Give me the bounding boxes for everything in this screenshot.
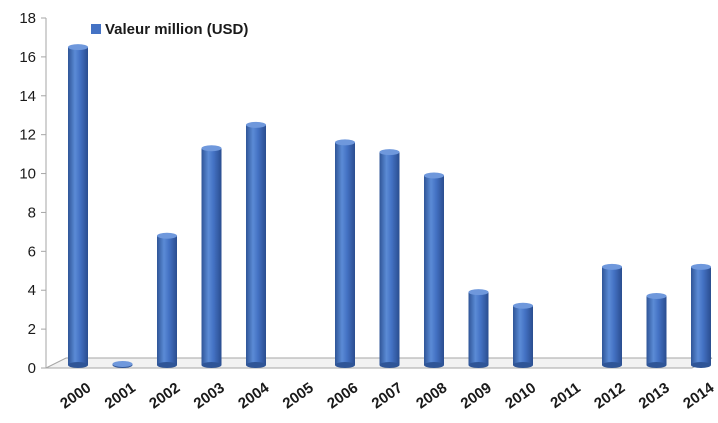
y-tick-label: 12	[19, 127, 36, 144]
bar-body	[691, 266, 711, 365]
x-tick-label: 2006	[324, 379, 361, 412]
bar-top	[646, 293, 667, 299]
bar-top	[201, 145, 222, 152]
bar-top	[157, 232, 177, 239]
x-tick-label: 2014	[680, 379, 718, 412]
bar-base	[157, 362, 177, 368]
x-tick-label: 2003	[191, 379, 228, 412]
bar-top	[112, 361, 133, 367]
legend: Valeur million (USD)	[91, 21, 248, 38]
bar	[201, 145, 222, 368]
bar	[468, 289, 489, 368]
bar-base	[335, 362, 355, 368]
x-tick-label: 2001	[102, 379, 139, 412]
bar	[157, 232, 177, 368]
y-tick-label: 18	[19, 10, 36, 27]
bar-body	[157, 235, 177, 365]
bar	[379, 149, 400, 368]
bar-base	[379, 362, 400, 368]
bar-body	[68, 47, 88, 365]
bar-base	[468, 362, 489, 368]
x-tick-label: 2008	[413, 379, 450, 412]
bar-top	[602, 263, 622, 270]
bar-base	[602, 362, 622, 368]
x-tick-label: 2010	[502, 379, 539, 412]
bar-base	[68, 362, 88, 368]
bar-base	[424, 362, 444, 368]
bar-top	[246, 121, 266, 128]
y-tick-label: 2	[28, 321, 36, 338]
bar-body	[424, 175, 444, 365]
y-tick-label: 14	[19, 88, 36, 105]
y-axis-ticks: 0 2 4 6 8 10 12 14 16 18	[19, 10, 46, 377]
bar-top	[335, 139, 355, 146]
y-tick-label: 6	[28, 243, 36, 260]
y-tick-label: 0	[28, 360, 36, 377]
bar	[646, 293, 667, 368]
y-tick-label: 16	[19, 49, 36, 66]
bar-body	[513, 305, 533, 365]
bar-top	[691, 263, 711, 270]
bar-base	[646, 362, 667, 368]
x-tick-label: 2012	[591, 379, 628, 412]
bar-body	[201, 148, 222, 365]
bar-base	[201, 362, 222, 368]
y-tick-label: 8	[28, 204, 36, 221]
bar	[112, 361, 133, 368]
bar-top	[379, 149, 400, 156]
x-tick-label: 2009	[458, 379, 495, 412]
x-tick-label: 2000	[57, 379, 94, 412]
bar-top	[68, 44, 88, 51]
bar-base	[691, 362, 711, 368]
bar	[602, 263, 622, 368]
bar-body	[646, 296, 667, 365]
bar	[246, 121, 266, 368]
x-tick-label: 2011	[547, 379, 583, 412]
x-axis-ticks: 2000 2001 2002 2003 2004 2005 2006 2007 2008 2009…	[57, 379, 718, 412]
bar	[691, 263, 711, 368]
bars	[68, 44, 711, 368]
legend-label: Valeur million (USD)	[105, 21, 248, 38]
bar	[424, 172, 444, 368]
bar-body	[335, 142, 355, 365]
x-tick-label: 2004	[235, 379, 273, 412]
bar	[513, 302, 533, 368]
bar-body	[468, 292, 489, 365]
bar-body	[246, 124, 266, 365]
bar-top	[513, 302, 533, 309]
bar-base	[246, 362, 266, 368]
x-tick-label: 2013	[636, 379, 673, 412]
x-tick-label: 2002	[146, 379, 183, 412]
x-tick-label: 2005	[280, 379, 317, 412]
bar-body	[602, 266, 622, 365]
bar-body	[379, 152, 400, 365]
y-tick-label: 4	[28, 282, 36, 299]
bar-top	[468, 289, 489, 296]
x-tick-label: 2007	[369, 379, 406, 412]
bar	[335, 139, 355, 368]
legend-swatch	[91, 24, 101, 34]
bar-base	[513, 362, 533, 368]
y-tick-label: 10	[19, 166, 36, 183]
bar	[68, 44, 88, 368]
bar-top	[424, 172, 444, 179]
